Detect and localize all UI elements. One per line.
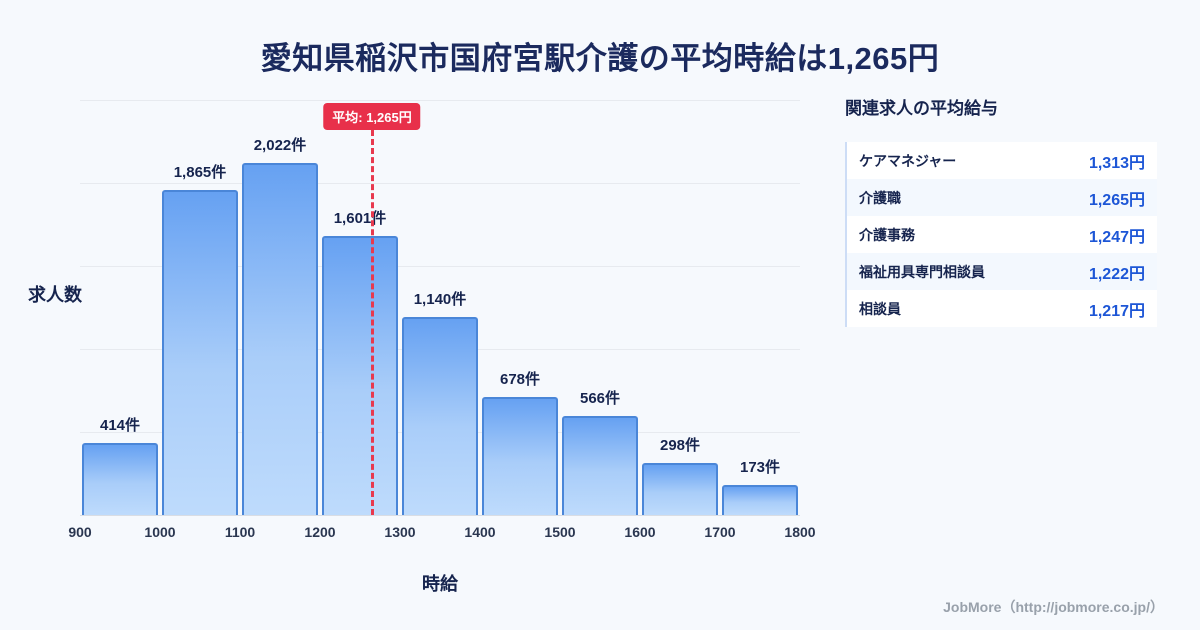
histogram-bar	[562, 416, 638, 515]
histogram-bar	[722, 485, 798, 515]
x-tick-label: 1100	[224, 524, 256, 540]
x-tick-label: 1400	[464, 524, 496, 540]
histogram-bar	[242, 163, 318, 515]
histogram-bar	[482, 397, 558, 515]
bar-value-label: 678件	[499, 371, 541, 388]
x-tick-label: 1500	[544, 524, 576, 540]
bar-value-label: 566件	[579, 390, 621, 407]
bar-value-label: 298件	[659, 437, 701, 454]
job-wage-value: 1,217円	[1088, 302, 1145, 320]
job-wage-value: 1,247円	[1088, 228, 1145, 246]
plot-area: 平均: 1,265円 414件 1,865件 2,022件 1,601件 1,140件 6…	[80, 100, 800, 516]
average-line	[371, 130, 374, 515]
histogram-bar	[402, 317, 478, 515]
x-tick-label: 1700	[704, 524, 736, 540]
bar-value-label: 414件	[99, 417, 141, 434]
job-title-label: 介護職	[859, 189, 901, 206]
gridline	[80, 515, 800, 516]
x-tick-label: 1300	[384, 524, 416, 540]
footer-credit: JobMore（http://jobmore.co.jp/）	[943, 599, 1164, 615]
x-axis-label: 時給	[422, 574, 458, 594]
job-wage-value: 1,265円	[1088, 191, 1145, 209]
table-row: ケアマネジャー 1,313円	[847, 142, 1157, 179]
average-badge: 平均: 1,265円	[323, 103, 421, 130]
gridline	[80, 266, 800, 267]
job-wage-value: 1,222円	[1088, 265, 1145, 283]
table-row: 福祉用具専門相談員 1,222円	[847, 253, 1157, 290]
bar-value-label: 2,022件	[253, 137, 307, 154]
panel-title: 関連求人の平均給与	[845, 99, 998, 118]
table-row: 介護職 1,265円	[847, 179, 1157, 216]
x-tick-label: 1800	[784, 524, 816, 540]
bar-value-label: 1,865件	[173, 164, 227, 181]
job-title-label: 相談員	[859, 300, 901, 317]
related-jobs-panel: 関連求人の平均給与 ケアマネジャー 1,313円介護職 1,265円介護事務 1,24…	[845, 94, 1157, 327]
job-title-label: ケアマネジャー	[859, 152, 957, 169]
bar-value-label: 1,601件	[333, 210, 387, 227]
related-jobs-table: ケアマネジャー 1,313円介護職 1,265円介護事務 1,247円福祉用具専門相談…	[845, 142, 1157, 327]
x-tick-label: 900	[68, 524, 92, 540]
gridline	[80, 100, 800, 101]
histogram-bar	[162, 190, 238, 515]
histogram-bar	[322, 236, 398, 515]
job-title-label: 介護事務	[859, 226, 915, 243]
x-tick-label: 1600	[624, 524, 656, 540]
job-title-label: 福祉用具専門相談員	[859, 263, 985, 280]
job-wage-value: 1,313円	[1088, 154, 1145, 172]
table-row: 介護事務 1,247円	[847, 216, 1157, 253]
x-tick-label: 1200	[304, 524, 336, 540]
page-title: 愛知県稲沢市国府宮駅介護の平均時給は1,265円	[260, 41, 940, 76]
x-axis-ticks: 900 1000 1100 1200 1300 1400 1500 1600 1700 1800	[68, 524, 815, 544]
bar-value-label: 173件	[739, 459, 781, 476]
table-row: 相談員 1,217円	[847, 290, 1157, 327]
gridline	[80, 183, 800, 184]
histogram-bar	[82, 443, 158, 515]
bar-value-label: 1,140件	[413, 291, 467, 308]
y-axis-label: 求人数	[28, 285, 82, 305]
x-tick-label: 1000	[144, 524, 176, 540]
histogram-bar	[642, 463, 718, 515]
